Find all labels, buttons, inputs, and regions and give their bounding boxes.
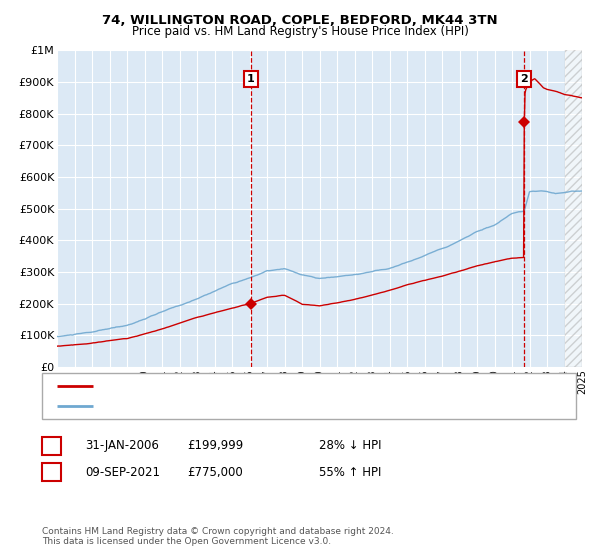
Text: 74, WILLINGTON ROAD, COPLE, BEDFORD, MK44 3TN: 74, WILLINGTON ROAD, COPLE, BEDFORD, MK4… <box>102 14 498 27</box>
Text: 31-JAN-2006: 31-JAN-2006 <box>85 439 159 452</box>
Text: Contains HM Land Registry data © Crown copyright and database right 2024.
This d: Contains HM Land Registry data © Crown c… <box>42 526 394 546</box>
Text: £199,999: £199,999 <box>187 439 244 452</box>
Text: 1: 1 <box>48 441 55 451</box>
Text: 74, WILLINGTON ROAD, COPLE, BEDFORD, MK44 3TN (detached house): 74, WILLINGTON ROAD, COPLE, BEDFORD, MK4… <box>102 381 493 391</box>
Text: 28% ↓ HPI: 28% ↓ HPI <box>319 439 382 452</box>
Bar <box>565 50 582 367</box>
Text: 2: 2 <box>48 467 55 477</box>
Text: 2: 2 <box>520 74 528 84</box>
Text: 09-SEP-2021: 09-SEP-2021 <box>85 465 160 479</box>
Text: HPI: Average price, detached house, Bedford: HPI: Average price, detached house, Bedf… <box>102 401 347 411</box>
Text: Price paid vs. HM Land Registry's House Price Index (HPI): Price paid vs. HM Land Registry's House … <box>131 25 469 38</box>
Text: 1: 1 <box>247 74 255 84</box>
Text: 55% ↑ HPI: 55% ↑ HPI <box>319 465 382 479</box>
Text: £775,000: £775,000 <box>187 465 243 479</box>
Bar <box>565 50 582 367</box>
